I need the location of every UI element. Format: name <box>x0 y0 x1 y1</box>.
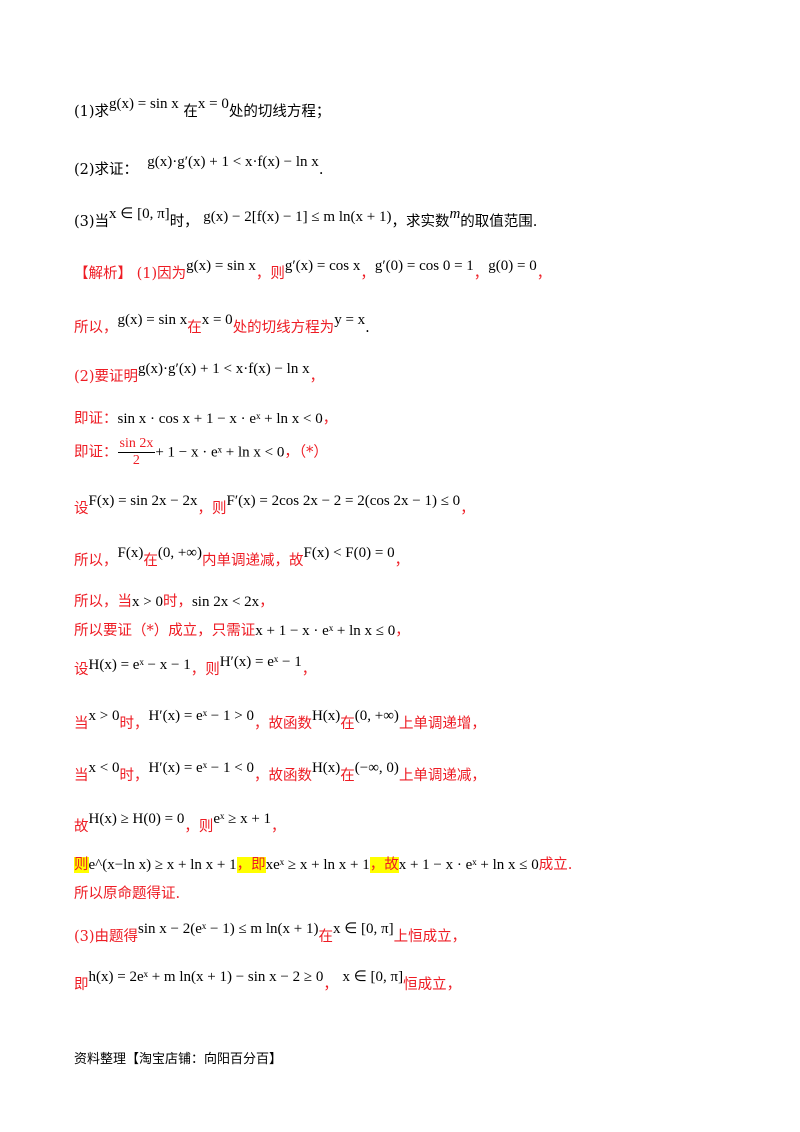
solution-line-4: 即证：sin x · cos x + 1 − x · eˣ + ln x < 0… <box>74 411 338 427</box>
solution-line-13: 故H(x) ≥ H(0) = 0，则eˣ ≥ x + 1， <box>74 811 286 835</box>
solution-line-8: 所以，当x > 0时，sin 2x < 2x， <box>74 594 274 610</box>
solution-line-6: 设F(x) = sin 2x − 2x，则F′(x) = 2cos 2x − 2… <box>74 493 475 517</box>
footer-source: 资料整理【淘宝店铺：向阳百分百】 <box>74 1052 283 1067</box>
fraction: sin 2x 2 <box>117 436 156 468</box>
solution-line-5: 即证： sin 2x 2 + 1 − x · eˣ + ln x < 0，（*） <box>74 436 328 468</box>
solution-line-14: 则e^(x−ln x) ≥ x + ln x + 1，即xeˣ ≥ x + ln… <box>74 857 573 873</box>
solution-line-1: 【解析】 (1)因为g(x) = sin x，则g′(x) = cos x，g′… <box>74 258 552 282</box>
solution-line-16: (3)由题得sin x − 2(eˣ − 1) ≤ m ln(x + 1)在x … <box>74 921 467 945</box>
solution-line-11: 当x > 0时，H′(x) = eˣ − 1 > 0，故函数H(x)在(0, +… <box>74 708 486 732</box>
question-2: (2)求证： g(x)·g′(x) + 1 < x·f(x) − ln x. <box>74 154 324 178</box>
solution-line-17: 即h(x) = 2eˣ + m ln(x + 1) − sin x − 2 ≥ … <box>74 969 462 993</box>
solution-line-2: 所以，g(x) = sin x在x = 0处的切线方程为y = x. <box>74 312 370 336</box>
question-3: (3)当x ∈ [0, π]时， g(x) − 2[f(x) − 1] ≤ m … <box>74 206 538 230</box>
solution-line-15: 所以原命题得证. <box>74 886 181 902</box>
solution-line-12: 当x < 0时，H′(x) = eˣ − 1 < 0，故函数H(x)在(−∞, … <box>74 760 486 784</box>
solution-line-9: 所以要证（*）成立，只需证x + 1 − x · eˣ + ln x ≤ 0， <box>74 623 410 639</box>
solution-line-10: 设H(x) = eˣ − x − 1，则H′(x) = eˣ − 1， <box>74 654 317 678</box>
solution-line-7: 所以，F(x)在(0, +∞)内单调递减，故F(x) < F(0) = 0， <box>74 545 410 569</box>
solution-line-3: (2)要证明g(x)·g′(x) + 1 < x·f(x) − ln x， <box>74 361 325 385</box>
question-1: (1)求g(x) = sin x 在x = 0处的切线方程； <box>74 96 331 120</box>
analysis-tag: 【解析】 <box>74 266 132 282</box>
